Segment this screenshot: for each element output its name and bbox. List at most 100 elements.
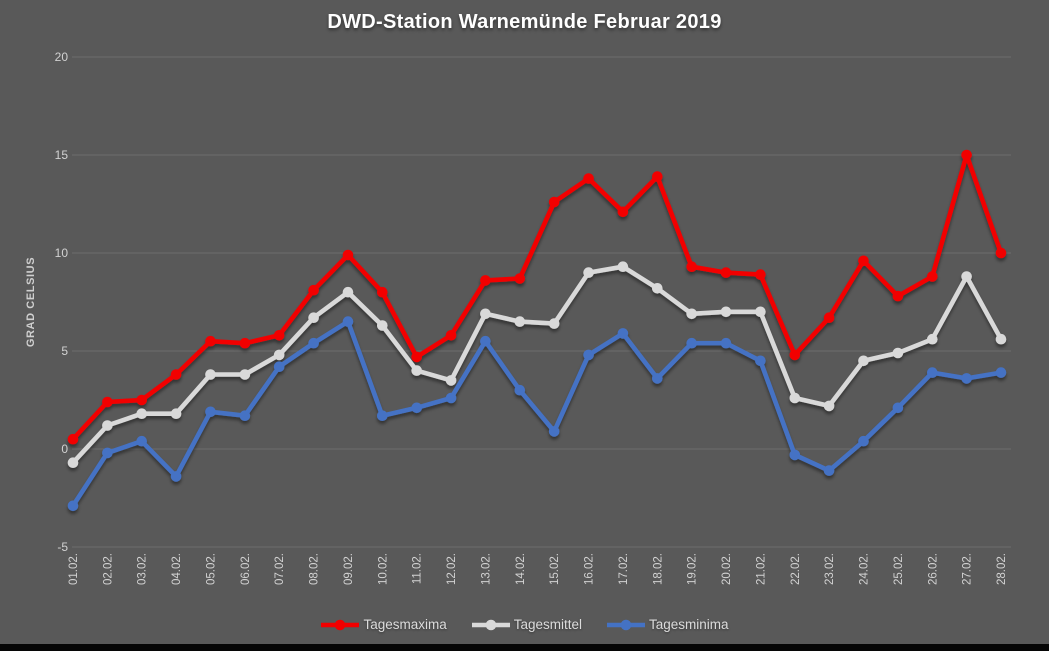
data-point: [136, 435, 147, 447]
x-tick-label: 16.02.: [584, 553, 596, 585]
data-point: [514, 316, 526, 327]
x-tick-label: 18.02.: [652, 553, 664, 585]
data-point: [823, 312, 835, 324]
data-point: [411, 351, 423, 363]
x-tick-label: 24.02.: [859, 553, 871, 585]
x-tick-label: 21.02.: [755, 553, 767, 585]
x-tick-label: 19.02.: [687, 553, 699, 585]
series-tagesminima: [67, 316, 1007, 512]
legend-label: Tagesmittel: [513, 617, 583, 632]
series-line: [70, 319, 1004, 509]
y-tick-label: 5: [61, 344, 68, 358]
data-point: [205, 335, 216, 347]
data-point: [273, 330, 285, 341]
x-tick-label: 04.02.: [171, 553, 183, 585]
data-point: [377, 286, 388, 298]
data-point: [67, 500, 79, 512]
series-tagesmaxima: [67, 149, 1007, 445]
data-point: [617, 328, 629, 339]
data-point: [995, 247, 1007, 259]
data-point: [170, 471, 182, 482]
data-point: [583, 173, 594, 184]
data-point: [308, 337, 319, 349]
data-point: [411, 365, 423, 376]
x-tick-label: 07.02.: [274, 553, 286, 585]
data-point: [136, 408, 147, 420]
data-point: [892, 290, 904, 302]
data-point: [445, 392, 457, 404]
data-point: [239, 337, 251, 349]
data-point: [720, 306, 732, 318]
y-tick-label: 10: [55, 246, 69, 260]
data-point: [927, 271, 938, 282]
data-point: [858, 435, 869, 447]
data-point: [995, 367, 1007, 378]
data-point: [514, 384, 526, 396]
data-point: [755, 306, 766, 318]
y-axis-title: GRAD CELSIUS: [25, 257, 37, 347]
data-point: [342, 316, 354, 327]
x-tick-label: 15.02.: [549, 553, 561, 585]
data-point: [480, 275, 491, 286]
data-point: [617, 206, 629, 218]
x-tick-label: 06.02.: [240, 553, 252, 585]
data-point: [205, 406, 216, 418]
data-point: [67, 433, 79, 445]
data-point: [67, 457, 79, 469]
series-lines: [67, 149, 1007, 512]
data-point: [239, 369, 251, 380]
x-tick-label: 01.02.: [68, 553, 80, 585]
data-point: [961, 271, 972, 282]
data-point: [205, 369, 216, 380]
legend-item-tagesminima: Tagesminima: [606, 617, 729, 632]
data-point: [858, 255, 869, 267]
chart-legend: Tagesmaxima Tagesmittel Tagesminima: [0, 617, 1049, 632]
legend-marker-icon: [471, 619, 510, 630]
axis-labels: 20 15 10 5 0 -5 GRAD CELSIUS 01.02. 02.02. 03.02.…: [25, 50, 1008, 585]
data-point: [377, 320, 388, 331]
data-point: [136, 394, 147, 406]
data-point: [170, 369, 182, 380]
data-point: [927, 367, 938, 378]
data-point: [617, 261, 629, 273]
data-point: [445, 330, 457, 341]
x-tick-label: 22.02.: [790, 553, 802, 585]
x-tick-label: 03.02.: [137, 553, 149, 585]
data-point: [583, 349, 594, 361]
x-tick-label: 26.02.: [927, 553, 939, 585]
x-tick-label: 14.02.: [515, 553, 527, 585]
x-tick-label: 02.02.: [102, 553, 114, 585]
data-point: [239, 410, 251, 422]
y-tick-label: 0: [61, 442, 68, 456]
data-point: [686, 308, 697, 320]
data-point: [961, 373, 972, 384]
legend-marker-icon: [607, 619, 646, 630]
data-point: [686, 261, 697, 273]
data-point: [480, 335, 491, 347]
data-point: [102, 420, 113, 431]
legend-dot: [335, 619, 346, 630]
data-point: [548, 426, 560, 437]
y-tick-label: 15: [55, 148, 69, 162]
legend-item-tagesmittel: Tagesmittel: [471, 617, 582, 632]
data-point: [377, 410, 388, 422]
legend-dot: [620, 619, 632, 630]
data-point: [273, 349, 285, 361]
x-tick-label: 08.02.: [309, 553, 321, 585]
y-tick-label: 20: [55, 50, 69, 64]
x-tick-label: 20.02.: [721, 553, 733, 585]
data-point: [858, 355, 869, 367]
data-point: [789, 349, 801, 361]
data-point: [170, 408, 182, 420]
legend-dot: [485, 619, 497, 630]
data-point: [583, 267, 594, 278]
data-point: [686, 337, 697, 349]
data-point: [927, 333, 938, 345]
x-tick-label: 23.02.: [824, 553, 836, 585]
gridlines: [72, 56, 1011, 548]
x-tick-label: 28.02.: [996, 553, 1008, 585]
data-point: [755, 355, 766, 367]
data-point: [411, 402, 423, 414]
data-point: [102, 396, 113, 408]
data-point: [480, 308, 491, 320]
